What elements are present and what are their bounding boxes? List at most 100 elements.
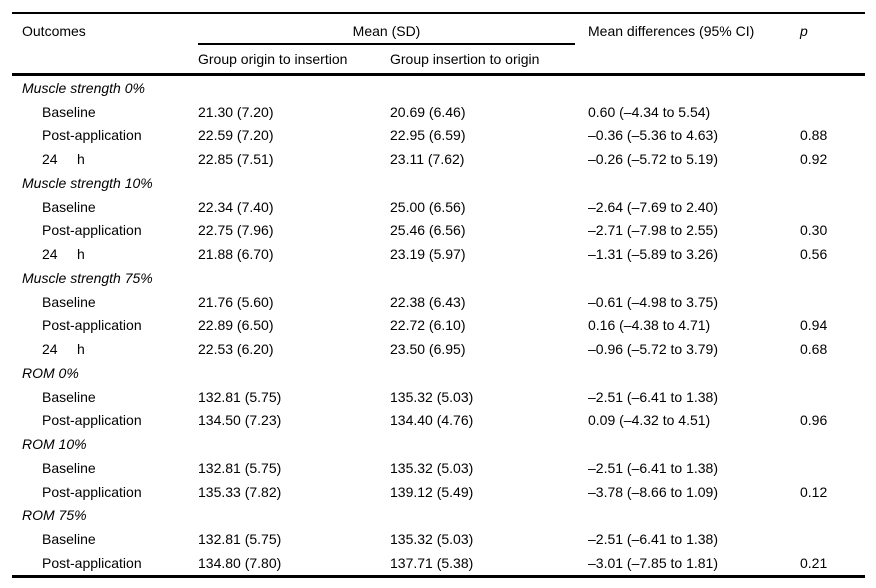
section-label: Muscle strength 0% [22,79,145,96]
p-value: 0.56 [800,246,828,263]
table-row: Baseline 21.30 (7.20) 20.69 (6.46) 0.60 (–4… [12,100,865,124]
p-value [800,100,865,124]
table-row: 24 h 21.88 (6.70) 23.19 (5.97) –1.31 (–5.89… [12,242,865,266]
mean-sd-group-origin-to-insertion: 22.53 (6.20) [198,341,274,358]
mean-sd-group-insertion-to-origin: 20.69 (6.46) [390,103,466,120]
row-label: 24 h [42,341,85,358]
section-label: Muscle strength 10% [22,174,153,191]
section-label: ROM 0% [22,364,79,381]
table-row: Post-application 134.50 (7.23) 134.40 (4.7… [12,409,865,433]
section-label: ROM 10% [22,436,87,453]
row-label: Post-application [42,127,142,144]
table-row: Baseline 21.76 (5.60) 22.38 (6.43) –0.61 (–… [12,290,865,314]
row-label: Baseline [42,198,96,215]
column-header-p: p [800,13,865,76]
row-label: Baseline [42,531,96,548]
p-value: 0.92 [800,151,828,168]
mean-sd-group-insertion-to-origin: 23.11 (7.62) [390,151,465,168]
table-row: Post-application 22.75 (7.96) 25.46 (6.56)… [12,219,865,243]
mean-difference-ci: –0.96 (–5.72 to 3.79) [588,341,718,358]
section-row: Muscle strength 75% [12,266,865,290]
table-header: Outcomes Mean (SD) Mean differences (95%… [12,13,865,76]
table-row: 24 h 22.53 (6.20) 23.50 (6.95) –0.96 (–5.72… [12,337,865,361]
row-label: Baseline [42,459,96,476]
mean-difference-ci: –2.51 (–6.41 to 1.38) [588,388,718,405]
table-row: Post-application 22.59 (7.20) 22.95 (6.59)… [12,124,865,148]
row-label: 24 h [42,246,85,263]
section-row: Muscle strength 0% [12,75,865,100]
mean-sd-group-insertion-to-origin: 139.12 (5.49) [390,483,474,500]
table-row: Post-application 22.89 (6.50) 22.72 (6.10)… [12,314,865,338]
column-header-mean-differences: Mean differences (95% CI) [588,13,800,76]
mean-sd-group-origin-to-insertion: 132.81 (5.75) [198,531,282,548]
column-spanner-label: Mean (SD) [198,14,575,45]
mean-difference-ci: 0.09 (–4.32 to 4.51) [588,412,711,429]
p-value: 0.94 [800,317,828,334]
row-label: Post-application [42,483,142,500]
header-row-2: Group origin to insertion Group insertio… [12,45,865,76]
mean-difference-ci: –0.36 (–5.36 to 4.63) [588,127,718,144]
results-table: Outcomes Mean (SD) Mean differences (95%… [12,12,865,578]
mean-sd-group-origin-to-insertion: 132.81 (5.75) [198,388,282,405]
section-row: ROM 0% [12,361,865,385]
mean-sd-group-origin-to-insertion: 134.50 (7.23) [198,412,282,429]
column-spanner-mean-sd: Mean (SD) [198,13,588,45]
row-label: Post-application [42,412,142,429]
mean-sd-group-insertion-to-origin: 135.32 (5.03) [390,388,474,405]
mean-sd-group-insertion-to-origin: 25.00 (6.56) [390,198,466,215]
mean-sd-group-origin-to-insertion: 132.81 (5.75) [198,459,282,476]
mean-sd-group-insertion-to-origin: 22.38 (6.43) [390,293,466,310]
mean-sd-group-insertion-to-origin: 23.19 (5.97) [390,246,466,263]
mean-sd-group-insertion-to-origin: 137.71 (5.38) [390,554,474,571]
section-label: ROM 75% [22,507,87,524]
table-row: Baseline 22.34 (7.40) 25.00 (6.56) –2.64 (–… [12,195,865,219]
mean-difference-ci: –2.51 (–6.41 to 1.38) [588,459,718,476]
section-row: Muscle strength 10% [12,171,865,195]
column-header-group-insertion-to-origin: Group insertion to origin [390,45,588,76]
column-header-outcomes: Outcomes [12,13,198,76]
mean-sd-group-origin-to-insertion: 21.88 (6.70) [198,246,274,263]
row-label: 24 h [42,151,85,168]
mean-sd-group-insertion-to-origin: 22.72 (6.10) [390,317,466,334]
mean-difference-ci: –3.01 (–7.85 to 1.81) [588,554,718,571]
mean-sd-group-insertion-to-origin: 23.50 (6.95) [390,341,466,358]
mean-difference-ci: –3.78 (–8.66 to 1.09) [588,483,718,500]
mean-difference-ci: –2.71 (–7.98 to 2.55) [588,222,718,239]
mean-sd-group-insertion-to-origin: 134.40 (4.76) [390,412,474,429]
table-row: Post-application 134.80 (7.80) 137.71 (5.3… [12,551,865,576]
mean-sd-group-origin-to-insertion: 22.85 (7.51) [198,151,274,168]
mean-sd-group-origin-to-insertion: 21.76 (5.60) [198,293,274,310]
mean-sd-group-origin-to-insertion: 134.80 (7.80) [198,554,282,571]
table-row: Baseline 132.81 (5.75) 135.32 (5.03) –2.51 … [12,385,865,409]
table-row: Post-application 135.33 (7.82) 139.12 (5.4… [12,480,865,504]
table-row: 24 h 22.85 (7.51) 23.11 (7.62) –0.26 (–5.72… [12,147,865,171]
row-label: Post-application [42,222,142,239]
mean-difference-ci: 0.16 (–4.38 to 4.71) [588,317,711,334]
row-label: Baseline [42,103,96,120]
p-value [800,290,865,314]
table-body: Muscle strength 0% Baseline 21.30 (7.20) 20… [12,75,865,577]
p-value: 0.12 [800,483,828,500]
mean-difference-ci: –1.31 (–5.89 to 3.26) [588,246,718,263]
row-label: Baseline [42,293,96,310]
mean-difference-ci: –0.26 (–5.72 to 5.19) [588,151,718,168]
mean-difference-ci: –2.64 (–7.69 to 2.40) [588,198,718,215]
table-row: Baseline 132.81 (5.75) 135.32 (5.03) –2.51 … [12,456,865,480]
mean-sd-group-insertion-to-origin: 135.32 (5.03) [390,459,474,476]
mean-difference-ci: 0.60 (–4.34 to 5.54) [588,103,711,120]
p-value [800,385,865,409]
mean-difference-ci: –2.51 (–6.41 to 1.38) [588,531,718,548]
mean-sd-group-origin-to-insertion: 135.33 (7.82) [198,483,282,500]
section-row: ROM 75% [12,504,865,528]
mean-sd-group-insertion-to-origin: 135.32 (5.03) [390,531,474,548]
p-value: 0.88 [800,127,828,144]
mean-sd-group-origin-to-insertion: 22.59 (7.20) [198,127,274,144]
mean-sd-group-origin-to-insertion: 22.89 (6.50) [198,317,274,334]
mean-sd-group-insertion-to-origin: 22.95 (6.59) [390,127,466,144]
p-value: 0.96 [800,412,828,429]
table-row: Baseline 132.81 (5.75) 135.32 (5.03) –2.51 … [12,527,865,551]
section-row: ROM 10% [12,432,865,456]
row-label: Post-application [42,317,142,334]
column-header-group-origin-to-insertion: Group origin to insertion [198,45,390,76]
